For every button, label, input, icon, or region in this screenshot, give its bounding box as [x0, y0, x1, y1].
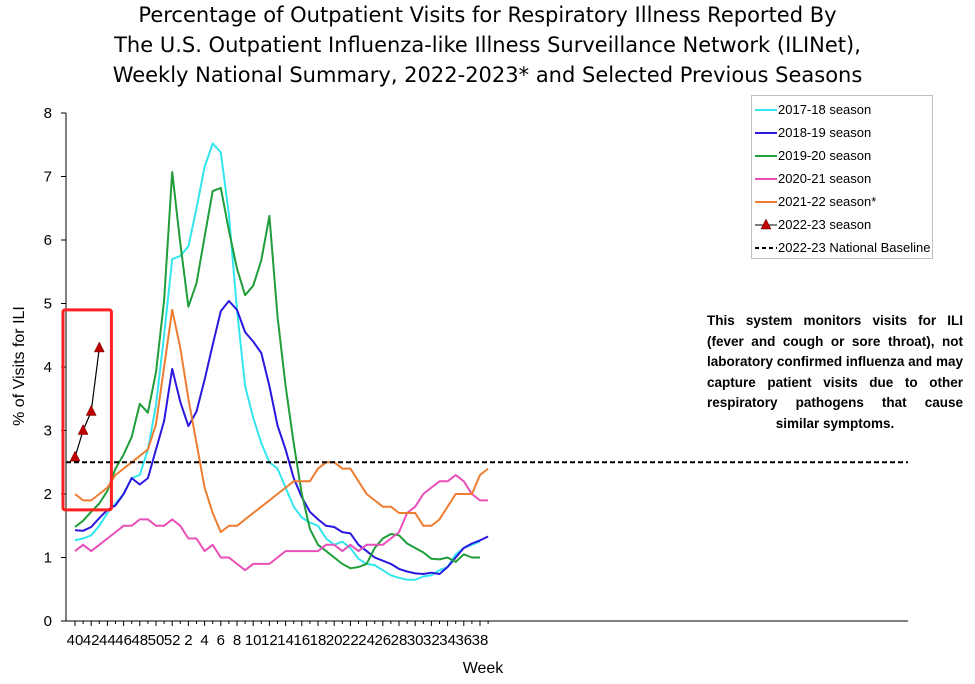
series-line-2018-19-season	[74, 300, 489, 575]
y-tick-label: 2	[44, 486, 52, 503]
x-tick-label: 46	[115, 632, 132, 649]
y-axis-title: % of Visits for ILI	[11, 306, 28, 426]
x-tick-label: 22	[342, 632, 359, 649]
surveillance-note: This system monitors visits for ILI (fev…	[707, 313, 963, 431]
x-tick-label: 26	[374, 632, 391, 649]
legend-item-2021-22: 2021-22 season*	[752, 192, 932, 212]
series-line-2022-23-season	[74, 347, 100, 458]
legend-label-2022-23: 2022-23 season	[778, 217, 872, 232]
y-tick-label: 0	[44, 613, 52, 630]
legend-item-2019-20: 2019-20 season	[752, 146, 932, 166]
x-tick-label: 14	[277, 632, 294, 649]
data-point-2022-23	[85, 404, 97, 416]
legend-label-2021-22: 2021-22 season*	[778, 194, 877, 209]
series-line-2017-18-season	[74, 142, 481, 581]
y-tick-label: 8	[44, 105, 52, 122]
highlight-box	[61, 308, 113, 512]
legend-item-baseline: 2022-23 National Baseline	[752, 238, 932, 258]
x-tick-label: 12	[261, 632, 278, 649]
y-tick-label: 4	[44, 359, 52, 376]
x-tick-label: 10	[245, 632, 262, 649]
x-tick-label: 44	[99, 632, 116, 649]
legend-swatch-2020-21	[755, 178, 777, 180]
series-line-2020-21-season	[74, 474, 489, 572]
data-point-2022-23	[93, 341, 105, 353]
x-tick-label: 16	[293, 632, 310, 649]
data-point-2022-23	[69, 450, 81, 462]
x-tick-label: 24	[358, 632, 375, 649]
x-tick-label: 18	[310, 632, 327, 649]
y-tick-label: 1	[44, 550, 52, 567]
y-tick-label: 5	[44, 296, 52, 313]
legend-label-baseline: 2022-23 National Baseline	[778, 240, 931, 255]
legend-label-2017-18: 2017-18 season	[778, 102, 872, 117]
x-tick-label: 48	[131, 632, 148, 649]
legend-label-2018-19: 2018-19 season	[778, 125, 872, 140]
legend-item-2020-21: 2020-21 season	[752, 169, 932, 189]
x-tick-label: 34	[439, 632, 456, 649]
y-tick-label: 6	[44, 232, 52, 249]
x-tick-label: 4	[200, 632, 208, 649]
chart-title-line-3: Weekly National Summary, 2022-2023* and …	[112, 63, 863, 87]
x-tick-label: 8	[233, 632, 241, 649]
chart-title: Percentage of Outpatient Visits for Resp…	[0, 0, 975, 90]
x-tick-label: 50	[148, 632, 165, 649]
legend-swatch-baseline	[755, 247, 777, 249]
x-tick-label: 30	[407, 632, 424, 649]
x-tick-label: 42	[83, 632, 100, 649]
legend-label-2019-20: 2019-20 season	[778, 148, 872, 163]
y-tick-label: 3	[44, 423, 52, 440]
x-tick-label: 40	[67, 632, 84, 649]
x-tick-label: 2	[184, 632, 192, 649]
legend-item-2017-18: 2017-18 season	[752, 100, 932, 120]
x-tick-label: 32	[423, 632, 440, 649]
legend-swatch-2017-18	[755, 109, 777, 111]
legend-item-2018-19: 2018-19 season	[752, 123, 932, 143]
x-tick-label: 28	[391, 632, 408, 649]
legend-swatch-2022-23	[755, 218, 777, 230]
x-tick-label: 6	[217, 632, 225, 649]
legend-item-2022-23: 2022-23 season	[752, 215, 932, 235]
data-point-2022-23	[77, 423, 89, 435]
legend-swatch-2019-20	[755, 155, 777, 157]
legend-swatch-2018-19	[755, 132, 777, 134]
x-tick-label: 52	[164, 632, 181, 649]
chart-title-line-2: The U.S. Outpatient Influenza-like Illne…	[114, 33, 861, 57]
legend-swatch-2021-22	[755, 201, 777, 203]
x-axis-title: Week	[463, 660, 505, 677]
series-line-2021-22-season-	[74, 308, 489, 534]
y-tick-label: 7	[44, 169, 52, 186]
x-tick-label: 36	[455, 632, 472, 649]
chart-title-line-1: Percentage of Outpatient Visits for Resp…	[138, 3, 837, 27]
x-tick-label: 20	[326, 632, 343, 649]
legend-label-2020-21: 2020-21 season	[778, 171, 872, 186]
legend: 2017-18 season 2018-19 season 2019-20 se…	[751, 95, 933, 259]
x-tick-label: 38	[472, 632, 489, 649]
series-line-2019-20-season	[74, 171, 480, 570]
